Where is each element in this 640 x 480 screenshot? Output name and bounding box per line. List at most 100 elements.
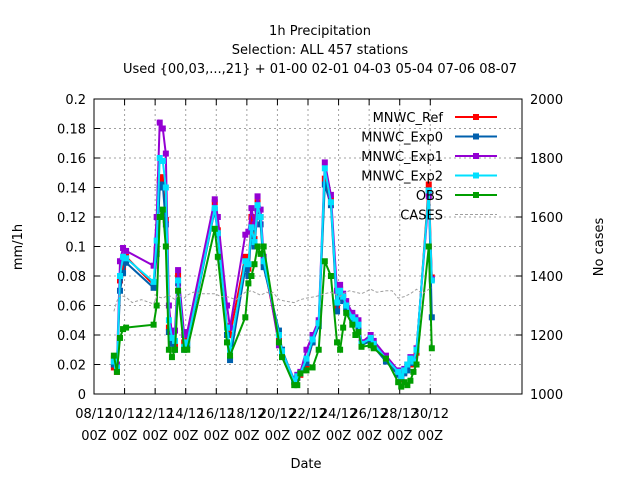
data-point [321, 258, 328, 265]
data-point [150, 262, 157, 269]
data-point [413, 361, 420, 368]
y-tick-label: 0.12 [57, 211, 86, 226]
legend-marker [473, 133, 479, 140]
data-point [279, 354, 286, 361]
title-line-3: Used {00,03,...,21} + 01-00 02-01 04-03 … [123, 62, 517, 77]
data-point [150, 284, 157, 291]
y2-tick-label: 1000 [530, 388, 563, 403]
x-tick-label-date: 10/12 [106, 407, 143, 422]
data-point [291, 382, 298, 389]
title-line-1: 1h Precipitation [269, 24, 371, 39]
y-tick-label: 0.16 [57, 152, 86, 167]
data-point [120, 326, 127, 333]
data-point [337, 287, 344, 294]
data-point [175, 267, 182, 274]
data-point [162, 243, 169, 250]
data-point [257, 206, 264, 213]
data-point [370, 340, 377, 347]
y2-tick-label: 1800 [530, 152, 563, 167]
data-point [315, 320, 322, 327]
legend-item: OBS [416, 189, 497, 204]
data-point [303, 355, 310, 362]
data-point [303, 360, 310, 367]
data-point [248, 214, 255, 220]
data-point [355, 329, 362, 336]
y-axis-label: mm/1h [11, 224, 26, 270]
data-point [355, 321, 362, 328]
y-tick-label: 0.18 [57, 123, 86, 138]
data-point [334, 308, 341, 315]
data-point [211, 196, 218, 203]
data-point [175, 277, 182, 284]
legend-marker [473, 153, 479, 159]
x-tick-label-hour: 00Z [265, 429, 291, 444]
data-point [309, 364, 316, 371]
data-point [245, 261, 252, 268]
x-tick-label-date: 30/12 [412, 407, 449, 422]
data-point [425, 243, 432, 250]
legend-item: CASES [400, 209, 497, 224]
x-tick-label-date: 12/12 [136, 407, 173, 422]
data-point [175, 287, 182, 294]
data-point [410, 358, 417, 365]
data-point [168, 340, 175, 347]
data-point [184, 346, 191, 353]
legend-marker [473, 192, 479, 198]
legend-label: MNWC_Exp2 [361, 170, 443, 185]
data-point [254, 193, 261, 200]
data-point [349, 321, 356, 328]
data-point [340, 293, 347, 300]
data-point [254, 243, 261, 250]
x-tick-label-hour: 00Z [204, 429, 230, 444]
data-point [214, 253, 221, 260]
series-cases [113, 287, 433, 312]
data-point [404, 367, 411, 374]
series-mnwc-exp2 [110, 155, 435, 384]
data-point [294, 373, 301, 380]
y-tick-label: 0.06 [57, 300, 86, 315]
data-point [110, 358, 117, 365]
x-tick-label-hour: 00Z [418, 429, 444, 444]
data-point [211, 225, 218, 232]
data-point [245, 280, 252, 287]
data-point [110, 352, 117, 359]
legend-label: OBS [416, 189, 443, 204]
y2-tick-label: 1400 [530, 270, 563, 285]
x-tick-label-hour: 00Z [295, 429, 321, 444]
data-point [334, 339, 341, 346]
data-point [123, 259, 130, 266]
data-point [407, 360, 414, 367]
data-point [248, 273, 255, 279]
data-point [150, 321, 157, 328]
legend-label: MNWC_Ref [373, 111, 444, 126]
x-tick-label-date: 16/12 [198, 407, 235, 422]
legend-item: MNWC_Exp0 [361, 131, 497, 146]
data-point [257, 250, 264, 257]
data-point [223, 324, 230, 331]
data-point [425, 181, 432, 188]
data-point [395, 379, 402, 386]
data-point [159, 125, 166, 132]
y-tick-label: 0.2 [65, 93, 86, 108]
data-point [227, 332, 234, 338]
data-point [352, 332, 359, 338]
data-point [156, 214, 163, 220]
data-point [153, 237, 160, 244]
data-point [227, 324, 234, 331]
data-point [401, 367, 408, 374]
plot-frame [93, 98, 523, 395]
data-point [343, 302, 350, 309]
data-point [428, 277, 435, 284]
data-point [251, 261, 258, 268]
data-point [214, 214, 221, 220]
data-point [168, 354, 175, 361]
legend-item: MNWC_Ref [373, 111, 497, 126]
x-tick-label-hour: 00Z [81, 429, 107, 444]
data-point [242, 231, 249, 238]
legend-item: MNWC_Exp1 [361, 150, 497, 165]
data-point [184, 339, 191, 346]
data-point [214, 230, 221, 237]
data-point [116, 334, 123, 341]
data-point [321, 159, 328, 166]
x-tick-label-date: 24/12 [320, 407, 357, 422]
